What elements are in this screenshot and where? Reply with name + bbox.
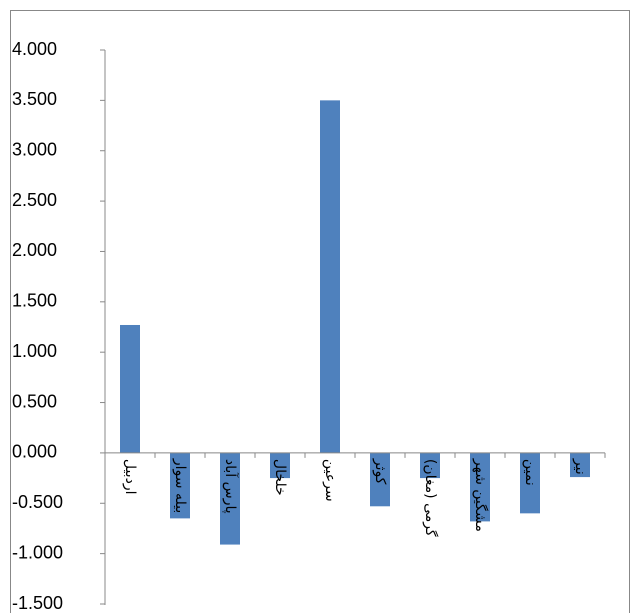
y-tick-label: 0.500	[12, 391, 57, 411]
y-tick-label: 1.500	[12, 291, 57, 311]
x-tick-label: سرعین	[322, 459, 338, 502]
y-tick-label: 3.000	[12, 139, 57, 159]
bar	[320, 100, 340, 453]
chart: 4.000 3.500 3.000 2.500 2.000 1.500 1.000 0.500…	[0, 0, 638, 613]
x-tick-label: خلخال	[272, 459, 288, 496]
y-tick-label: 2.500	[12, 190, 57, 210]
y-tick-label: 1.000	[12, 341, 57, 361]
x-tick-label: پارس آباد	[222, 459, 239, 514]
y-tick-label: -1.000	[12, 542, 63, 562]
x-tick-label: کوثر	[372, 458, 388, 485]
x-tick-label: اردبیل	[122, 459, 138, 495]
y-tick-label: 2.000	[12, 240, 57, 260]
y-tick-label: 4.000	[12, 39, 57, 59]
y-tick-label: -1.500	[12, 593, 63, 613]
x-tick-label: مشگین شهر	[472, 458, 489, 532]
x-tick-label: نمین	[522, 459, 538, 486]
x-tick-label: بیله سوار	[172, 458, 188, 513]
bar	[120, 325, 140, 453]
x-tick-label: نیر	[572, 458, 588, 475]
x-tick-label: گرمی (مغان)	[422, 459, 439, 537]
y-tick-label: 0.000	[12, 442, 57, 462]
y-tick-label: -0.500	[12, 492, 63, 512]
y-tick-label: 3.500	[12, 89, 57, 109]
